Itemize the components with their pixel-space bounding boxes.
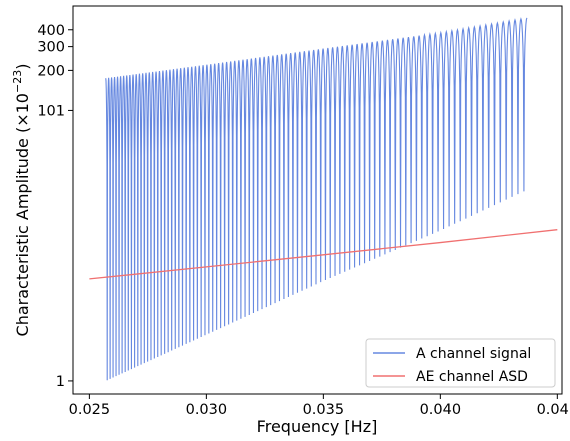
x-tick-label: 0.025 bbox=[69, 402, 111, 418]
y-tick-label: 200 bbox=[37, 63, 65, 79]
y-tick-label: 400 bbox=[37, 23, 65, 39]
x-tick-label: 0.040 bbox=[420, 402, 462, 418]
series-signal-line bbox=[105, 17, 528, 381]
x-axis-label: Frequency [Hz] bbox=[257, 417, 378, 436]
series-layer bbox=[89, 17, 558, 381]
y-tick-label: 300 bbox=[37, 40, 65, 56]
legend-box bbox=[365, 338, 556, 388]
plot-frame bbox=[72, 5, 563, 395]
y-tick-label: 101 bbox=[37, 103, 65, 119]
legend-label-asd: AE channel ASD bbox=[416, 369, 528, 385]
x-axis: 0.025 0.030 0.035 0.040 0.045 bbox=[69, 394, 570, 418]
series-asd-line bbox=[89, 229, 558, 280]
y-axis-label-main: Characteristic Amplitude (×10 bbox=[13, 93, 32, 336]
y-axis-label-close: ) bbox=[13, 64, 32, 70]
x-tick-label: 0.030 bbox=[186, 402, 228, 418]
y-axis-label-exponent: −23 bbox=[11, 70, 24, 93]
x-tick-label: 0.045 bbox=[537, 402, 570, 418]
y-axis-label: Characteristic Amplitude (×10−23) bbox=[11, 64, 32, 337]
x-tick-label: 0.035 bbox=[303, 402, 345, 418]
legend-label-signal: A channel signal bbox=[416, 346, 531, 362]
legend: A channel signal AE channel ASD bbox=[365, 338, 556, 388]
y-tick-label: 1 bbox=[56, 374, 65, 390]
